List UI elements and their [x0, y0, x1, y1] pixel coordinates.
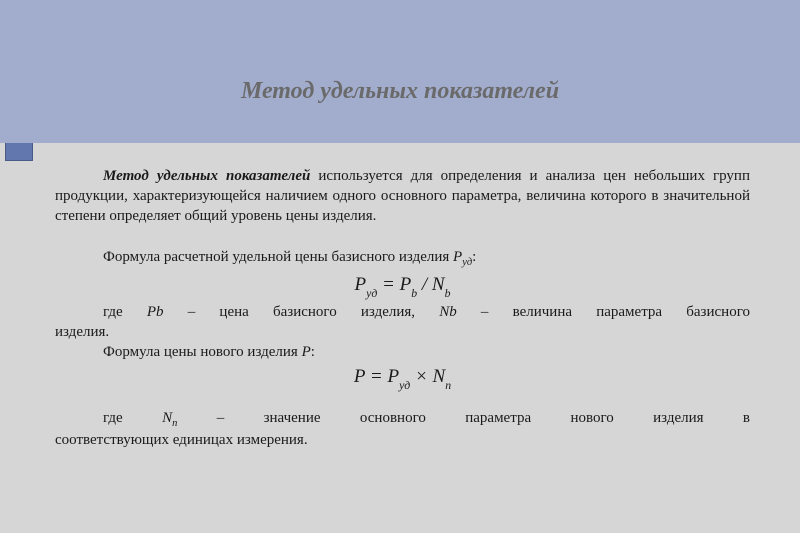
formula-2: P = Pуд × Nn: [55, 366, 750, 391]
slide-header: Метод удельных показателей: [0, 0, 800, 143]
decor-bar-3: [5, 140, 33, 161]
f2-Pud: P: [387, 366, 399, 387]
f2-P: P: [354, 366, 365, 387]
formula1-label-sym: Р: [453, 249, 462, 265]
f1-Pb: P: [400, 274, 412, 295]
f1-sub1: уд: [366, 287, 377, 300]
where2-line1: где Nn – значение основного параметра но…: [55, 409, 750, 431]
f2-sub1: уд: [399, 379, 410, 392]
intro-paragraph: Метод удельных показателей используется …: [55, 167, 750, 226]
f1-sub3: b: [445, 287, 451, 300]
where2-b: N: [162, 410, 172, 426]
formula2-label-colon: :: [311, 344, 315, 360]
formula-1: Pуд = Pb / Nb: [55, 274, 750, 299]
f2-N: N: [433, 366, 446, 387]
slide-body: Метод удельных показателей используется …: [0, 143, 800, 451]
intro-lead: Метод удельных показателей: [103, 168, 310, 184]
f2-times: ×: [410, 366, 432, 387]
where1-a: где: [103, 304, 147, 320]
formula2-label: Формула цены нового изделия P:: [55, 343, 750, 363]
where1-b: Pb: [147, 304, 164, 320]
formula1-label-text: Формула расчетной удельной цены базисног…: [103, 249, 453, 265]
where2-line2: соответствующих единицах измерения.: [55, 431, 750, 451]
formula2-label-sym: P: [302, 344, 311, 360]
f1-div: /: [417, 274, 432, 295]
where1-e: – величина параметра базисного: [457, 304, 750, 320]
f1-sub2: b: [411, 287, 417, 300]
formula1-label: Формула расчетной удельной цены базисног…: [55, 248, 750, 270]
where1-line1: где Pb – цена базисного изделия, Nb – ве…: [55, 303, 750, 323]
where2-d: – значение основного параметра нового из…: [177, 410, 750, 426]
f1-N: N: [432, 274, 445, 295]
where1-d: Nb: [439, 304, 457, 320]
formula1-label-colon: :: [472, 249, 476, 265]
f1-P: P: [355, 274, 367, 295]
f1-eq: =: [377, 274, 399, 295]
f2-sub2: n: [445, 379, 451, 392]
where2-a: где: [103, 410, 162, 426]
where1-line2: изделия.: [55, 323, 750, 343]
where1-c: – цена базисного изделия,: [164, 304, 440, 320]
formula1-label-sub: уд: [462, 257, 472, 268]
slide-title: Метод удельных показателей: [0, 78, 800, 105]
formula2-label-text: Формула цены нового изделия: [103, 344, 302, 360]
f2-eq: =: [365, 366, 387, 387]
